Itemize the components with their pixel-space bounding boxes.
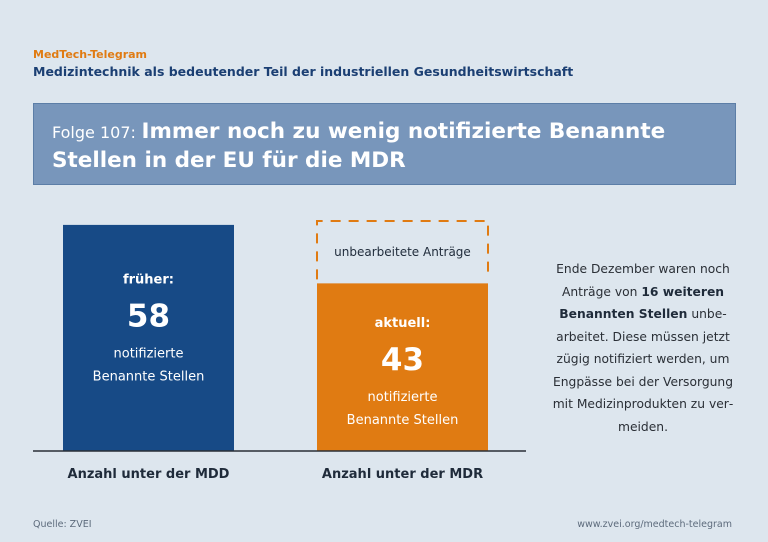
bar-period-label: aktuell:	[375, 316, 431, 331]
bar-value-label: 43	[381, 342, 424, 378]
bar-caption-line1: notifizierte	[368, 390, 438, 405]
x-tick-label: Anzahl unter der MDR	[322, 467, 483, 482]
bar-caption-line2: Benannte Stellen	[347, 413, 459, 428]
pending-applications-outline	[316, 220, 489, 280]
pending-applications-label: unbearbeitete Anträge	[334, 245, 471, 259]
bar-value-label: 58	[127, 299, 170, 335]
footer-url[interactable]: www.zvei.org/medtech-telegram	[577, 519, 732, 530]
brand-label: MedTech-Telegram	[33, 48, 148, 61]
page-title: Immer noch zu wenig notifizierte Benannt…	[52, 119, 666, 173]
side-note: Ende Dezember waren noch Anträge von 16 …	[548, 258, 738, 438]
episode-label: Folge 107:	[52, 123, 136, 142]
bar-mdd	[63, 224, 234, 451]
side-note-post: unbe­arbeitet. Diese müssen jetzt zügig …	[552, 307, 734, 434]
source-label: Quelle: ZVEI	[33, 519, 92, 530]
bar-caption-line1: notifizierte	[114, 347, 184, 362]
page-subtitle: Medizintechnik als bedeutender Teil der …	[33, 64, 574, 79]
x-tick-label: Anzahl unter der MDD	[68, 467, 230, 482]
side-note-bold: 16 weiteren Benannten Stellen	[559, 284, 725, 322]
bar-mdr	[317, 283, 488, 451]
title-banner: Folge 107: Immer noch zu wenig notifizie…	[33, 103, 736, 185]
side-note-pre: Ende Dezember waren noch Anträge von	[556, 262, 730, 299]
bar-period-label: früher:	[123, 273, 174, 288]
bar-caption-line2: Benannte Stellen	[93, 370, 205, 385]
